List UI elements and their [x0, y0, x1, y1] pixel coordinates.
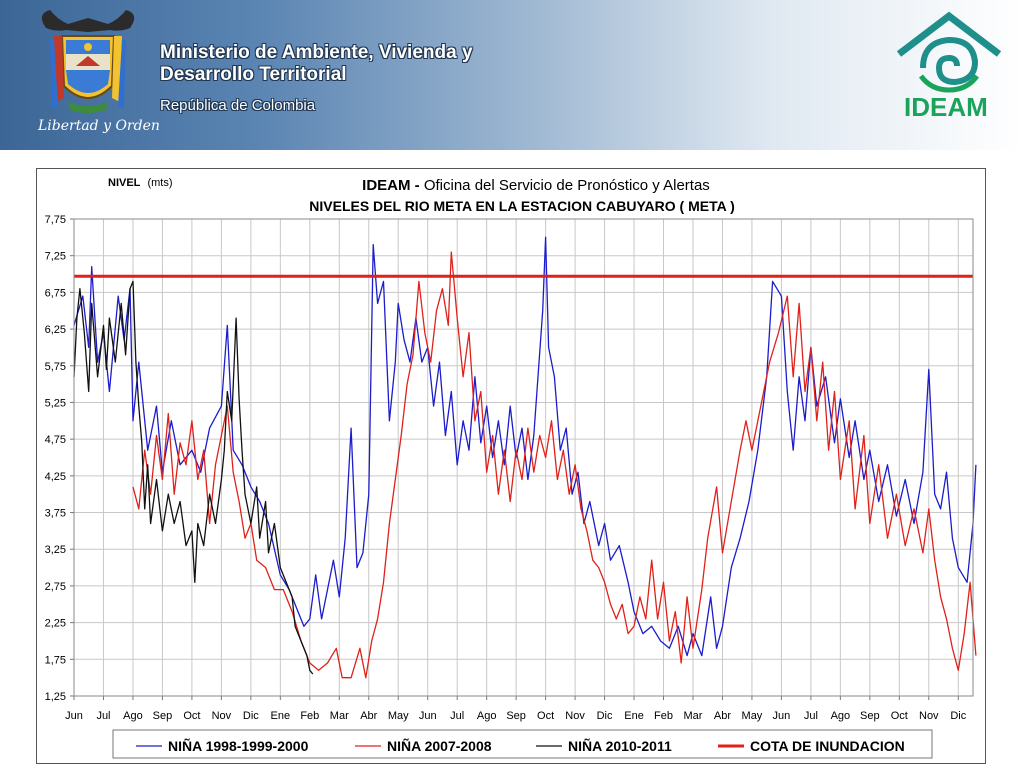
x-tick-label: Abr: [714, 710, 731, 722]
x-tick-label: Sep: [860, 710, 880, 722]
y-tick-label: 6,75: [45, 287, 66, 299]
legend-label: NIÑA 2007-2008: [387, 737, 492, 754]
ylabel: NIVEL (mts): [108, 177, 173, 189]
series-line-3: [73, 280, 314, 675]
republic-label: República de Colombia: [160, 97, 316, 114]
chart-title-org: IDEAM -: [362, 177, 424, 194]
legend-box: [112, 729, 933, 759]
river-level-chart: NIVEL (mts) IDEAM - Oficina del Servicio…: [36, 168, 986, 764]
x-tick-label: Jun: [773, 710, 791, 722]
x-tick-label: Feb: [654, 710, 673, 722]
ylabel-name: NIVEL: [108, 177, 141, 189]
x-tick-label: Dic: [243, 710, 259, 722]
x-tick-label: Ene: [624, 710, 644, 722]
plot-border: [73, 218, 974, 697]
chart-subtitle: NIVELES DEL RIO META EN LA ESTACION CABU…: [309, 198, 734, 214]
x-tick-label: Dic: [597, 710, 613, 722]
x-axis-ticks: Jun Jul Ago Sep Oct Nov Dic Ene Feb Mar Abr May Jun J…: [65, 696, 967, 722]
y-tick-label: 5,25: [45, 397, 66, 409]
ideam-logo-text: IDEAM: [904, 92, 988, 122]
legend: NIÑA 1998-1999-2000 NIÑA 2007-2008 NIÑA 20…: [136, 737, 905, 754]
y-tick-label: 1,25: [45, 691, 66, 703]
x-tick-label: Abr: [360, 710, 377, 722]
y-tick-label: 3,75: [45, 508, 66, 520]
y-tick-label: 3,25: [45, 544, 66, 556]
ministry-line-1: Ministerio de Ambiente, Vivienda y: [160, 42, 473, 63]
ylabel-unit: (mts): [147, 177, 172, 189]
x-tick-label: Mar: [684, 710, 703, 722]
chart-frame: [36, 168, 986, 764]
x-tick-label: Feb: [300, 710, 319, 722]
y-tick-label: 5,75: [45, 361, 66, 373]
chart-title: IDEAM - Oficina del Servicio de Pronósti…: [362, 177, 710, 194]
ministry-name: Ministerio de Ambiente, Vivienda y Desar…: [160, 42, 473, 86]
header-banner: Libertad y Orden Ministerio de Ambiente,…: [0, 0, 1024, 150]
x-tick-label: Nov: [919, 710, 939, 722]
y-tick-label: 4,75: [45, 434, 66, 446]
x-tick-label: May: [742, 710, 763, 722]
legend-label: NIÑA 1998-1999-2000: [168, 737, 309, 754]
x-tick-label: Jul: [450, 710, 464, 722]
y-tick-label: 7,25: [45, 251, 66, 263]
ministry-line-2: Desarrollo Territorial: [160, 64, 347, 85]
legend-label: NIÑA 2010-2011: [568, 737, 672, 754]
x-tick-label: Nov: [565, 710, 585, 722]
x-tick-label: Jun: [419, 710, 437, 722]
series-lines: [73, 236, 977, 679]
x-tick-label: Sep: [153, 710, 173, 722]
chart-title-text: Oficina del Servicio de Pronóstico y Ale…: [424, 177, 710, 194]
colombia-coat-of-arms-icon: [41, 10, 135, 113]
x-tick-label: Dic: [950, 710, 966, 722]
y-tick-label: 6,25: [45, 324, 66, 336]
y-tick-label: 1,75: [45, 654, 66, 666]
x-tick-label: Oct: [537, 710, 554, 722]
x-tick-label: Jul: [804, 710, 818, 722]
y-tick-label: 7,75: [45, 214, 66, 226]
x-tick-label: Jun: [65, 710, 83, 722]
y-tick-label: 4,25: [45, 471, 66, 483]
y-tick-label: 2,75: [45, 581, 66, 593]
x-tick-label: Oct: [183, 710, 200, 722]
ideam-spiral-logo-icon: [896, 11, 1002, 93]
motto-text: Libertad y Orden: [38, 118, 160, 134]
legend-label: COTA DE INUNDACION: [750, 738, 905, 754]
y-axis-ticks: 7,75 7,25 6,75 6,25 5,75 5,25 4,75 4,25 3,75 3,25…: [45, 214, 74, 703]
x-tick-label: Ago: [477, 710, 497, 722]
x-tick-label: Oct: [891, 710, 908, 722]
series-line-1: [73, 236, 977, 657]
x-tick-label: Ago: [831, 710, 851, 722]
y-tick-label: 2,25: [45, 618, 66, 630]
x-tick-label: May: [388, 710, 409, 722]
x-tick-label: Ene: [271, 710, 291, 722]
x-tick-label: Ago: [123, 710, 143, 722]
x-tick-label: Mar: [330, 710, 349, 722]
x-tick-label: Sep: [506, 710, 526, 722]
x-tick-label: Jul: [96, 710, 110, 722]
series-line-2: [132, 251, 977, 679]
x-tick-label: Nov: [212, 710, 232, 722]
